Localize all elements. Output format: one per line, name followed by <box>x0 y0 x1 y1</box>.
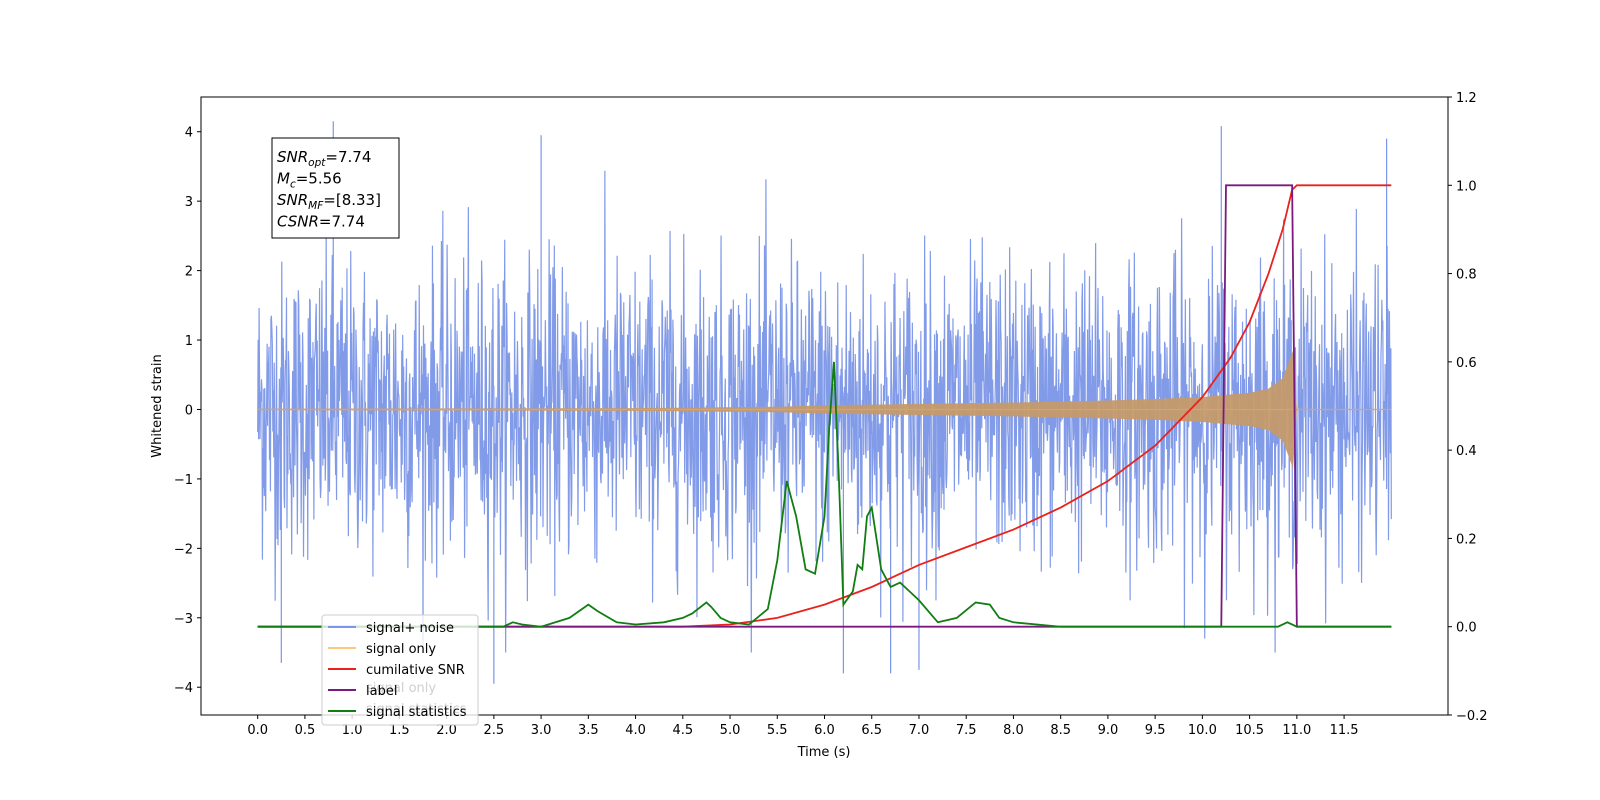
x-tick-label: 10.0 <box>1188 723 1217 738</box>
y-tick-label: −3 <box>174 612 193 627</box>
x-tick-label: 11.0 <box>1282 723 1311 738</box>
annotation-line: SNRopt=7.74 <box>277 148 371 169</box>
legend-label: cumilative SNR <box>366 663 465 678</box>
y-tick-label: 4 <box>185 126 193 141</box>
x-tick-label: 6.0 <box>814 723 835 738</box>
legend-label: signal only <box>366 642 436 657</box>
y-tick-label: −4 <box>174 681 193 696</box>
y-axis-left: −4 −3 −2 −1 0 1 2 3 4 <box>174 126 201 696</box>
y2-tick-label: 0.4 <box>1456 444 1477 459</box>
legend-label: signal+ noise <box>366 621 454 636</box>
annotation-line: CSNR=7.74 <box>277 213 365 231</box>
x-tick-label: 0.5 <box>295 723 316 738</box>
x-tick-label: 3.5 <box>578 723 599 738</box>
x-axis: 0.0 0.5 1.0 1.5 2.0 2.5 3.0 3.5 4.0 4.5 5.0 5.5 6.0 6… <box>247 715 1359 738</box>
y2-tick-label: 0.8 <box>1456 268 1477 283</box>
x-tick-label: 7.5 <box>956 723 977 738</box>
y-axis-label: Whitened strain <box>150 354 165 457</box>
x-tick-label: 3.0 <box>531 723 552 738</box>
x-tick-label: 7.0 <box>909 723 930 738</box>
legend-label: label <box>366 684 397 699</box>
x-tick-label: 8.5 <box>1050 723 1071 738</box>
x-tick-label: 9.5 <box>1145 723 1166 738</box>
x-tick-label: 1.5 <box>389 723 410 738</box>
x-tick-label: 1.0 <box>342 723 363 738</box>
y2-tick-label: 0.0 <box>1456 621 1477 636</box>
legend: signal only signal statistics signal+ nois… <box>321 614 479 726</box>
y2-tick-label: 1.2 <box>1456 91 1477 106</box>
y2-tick-label: 1.0 <box>1456 179 1477 194</box>
x-tick-label: 5.5 <box>767 723 788 738</box>
series-signal-statistics <box>257 361 1392 628</box>
legend-ghost-text: signal only <box>366 681 436 696</box>
y-tick-label: 2 <box>185 265 193 280</box>
legend-ghost-text: signal statistics <box>366 702 467 717</box>
x-tick-label: 9.0 <box>1098 723 1119 738</box>
x-tick-label: 5.0 <box>720 723 741 738</box>
series-cumilative-snr <box>257 184 1392 628</box>
x-axis-label: Time (s) <box>797 745 851 760</box>
y-tick-label: 1 <box>185 334 193 349</box>
annotation-line: Mc=5.56 <box>277 170 342 191</box>
y-tick-label: −1 <box>174 473 193 488</box>
y-axis-right: −0.2 0.0 0.2 0.4 0.6 0.8 1.0 1.2 <box>1448 91 1488 724</box>
series-layer <box>257 121 1392 684</box>
y-tick-label: −2 <box>174 542 193 557</box>
x-tick-label: 11.5 <box>1330 723 1359 738</box>
series-signal-only <box>257 350 1392 469</box>
x-tick-label: 2.0 <box>436 723 457 738</box>
x-tick-label: 6.5 <box>861 723 882 738</box>
x-tick-label: 4.5 <box>672 723 693 738</box>
x-tick-label: 0.0 <box>247 723 268 738</box>
y-tick-label: 3 <box>185 195 193 210</box>
annotation-line: SNRMF=[8.33] <box>277 191 381 212</box>
y-tick-label: 0 <box>185 403 193 418</box>
x-tick-label: 4.0 <box>625 723 646 738</box>
y2-tick-label: 0.6 <box>1456 356 1477 371</box>
y2-tick-label: −0.2 <box>1456 709 1488 724</box>
x-tick-label: 8.0 <box>1003 723 1024 738</box>
x-tick-label: 2.5 <box>484 723 505 738</box>
legend-label: signal statistics <box>366 705 467 720</box>
y2-tick-label: 0.2 <box>1456 532 1477 547</box>
x-tick-label: 10.5 <box>1235 723 1264 738</box>
